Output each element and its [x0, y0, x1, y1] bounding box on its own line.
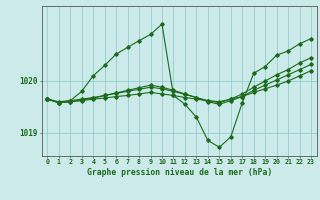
X-axis label: Graphe pression niveau de la mer (hPa): Graphe pression niveau de la mer (hPa) [87, 168, 272, 177]
